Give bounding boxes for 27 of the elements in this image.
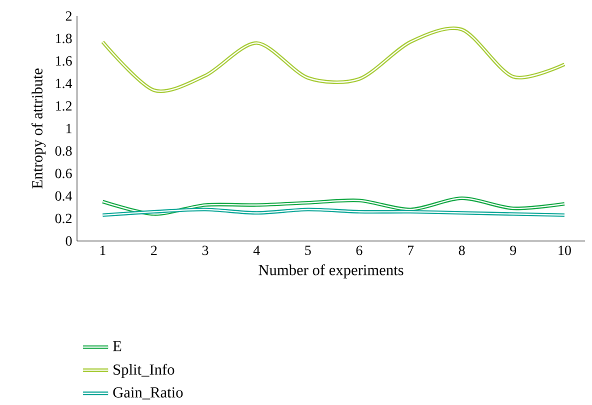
x-tick-label: 7 [408,246,414,255]
y-tick-label: 0 [66,236,72,246]
y-tick-label: 1 [66,124,72,134]
x-tick-label: 9 [510,246,516,256]
y-tick-label: 0.4 [55,191,72,201]
legend-label: Gain_Ratio [113,387,183,400]
y-axis-title: Entropy of attribute [32,68,46,189]
x-axis-title: Number of experiments [258,264,404,278]
x-tick-label: 10 [558,246,571,256]
y-tick-label: 0.6 [55,168,72,178]
x-tick-label: 3 [202,246,208,256]
y-tick-label: 0.8 [55,146,72,156]
legend-label: Split_Info [114,364,174,378]
y-tick-label: 1.4 [56,78,72,88]
y-tick-label: 1.6 [56,56,72,66]
x-tick-label: 6 [356,246,362,256]
legend-label: E [113,341,122,352]
x-tick-label: 1 [100,246,106,255]
line-series [100,196,566,216]
y-tick-label: 2 [66,11,72,21]
x-tick-label: 2 [151,246,157,255]
x-tick-label: 5 [305,246,311,256]
x-tick-label: 4 [253,246,260,255]
x-tick-label: 8 [458,246,465,256]
y-tick-label: 1.8 [56,34,72,44]
y-tick-label: 1.2 [56,101,72,111]
y-tick-label: 0.2 [55,214,72,224]
